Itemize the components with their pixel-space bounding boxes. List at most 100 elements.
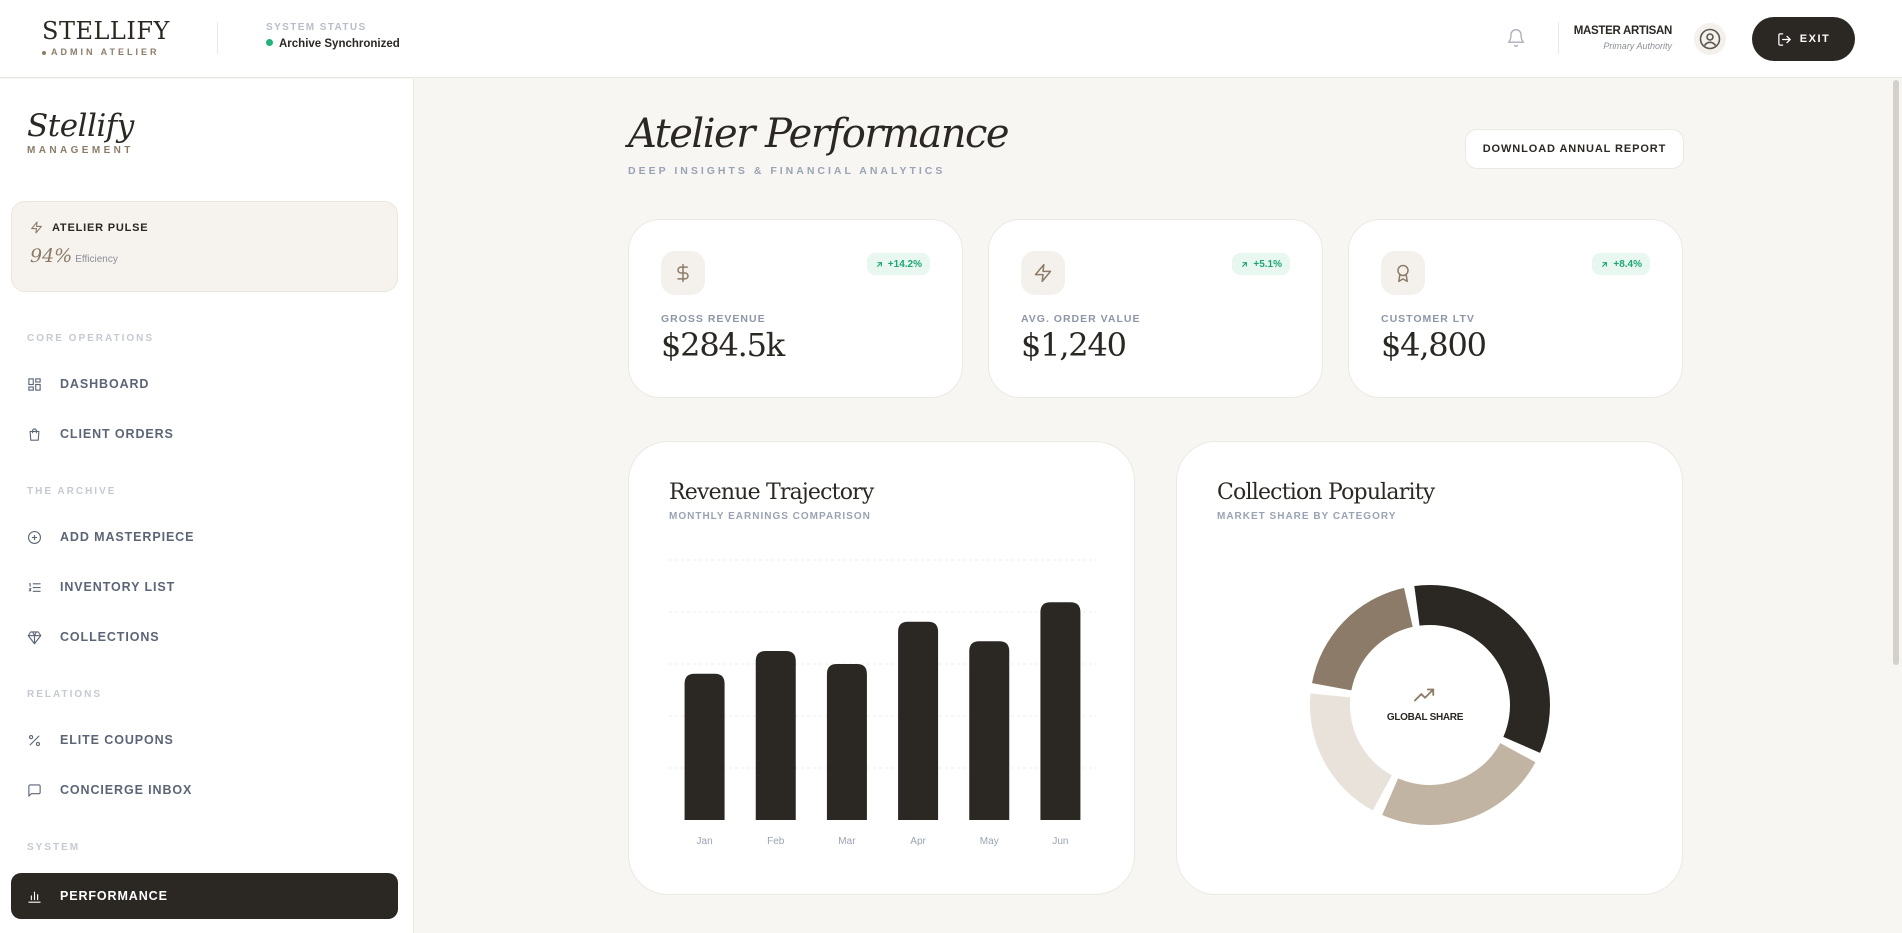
kpi-value: $1,240: [1021, 326, 1127, 364]
donut-slice-2[interactable]: [1310, 693, 1392, 811]
arrow-up-right-icon: [876, 261, 882, 267]
list-icon: [28, 582, 41, 592]
sidebar-item-label: CONCIERGE INBOX: [60, 783, 193, 797]
kpi-label: AVG. ORDER VALUE: [1021, 313, 1141, 325]
bell-icon[interactable]: [1506, 28, 1526, 48]
bar-jan[interactable]: [684, 673, 725, 820]
sidebar-item-concierge-inbox[interactable]: CONCIERGE INBOX: [11, 767, 398, 813]
download-annual-report-button[interactable]: DOWNLOAD ANNUAL REPORT: [1465, 129, 1684, 169]
panel-subtitle: MONTHLY EARNINGS COMPARISON: [669, 511, 871, 522]
sidebar-item-client-orders[interactable]: CLIENT ORDERS: [11, 411, 398, 457]
sidebar-item-inventory-list[interactable]: INVENTORY LIST: [11, 564, 398, 610]
donut-slice-1[interactable]: [1382, 743, 1536, 825]
brand-subtitle: ADMIN ATELIER: [42, 47, 170, 57]
bar-chart-icon: [28, 891, 41, 903]
kpi-value: $284.5k: [661, 326, 785, 364]
kpi-card-avg-order-value: +5.1% AVG. ORDER VALUE $1,240: [988, 219, 1323, 398]
kpi-label: CUSTOMER LTV: [1381, 313, 1475, 325]
kpi-change-badge: +8.4%: [1592, 253, 1650, 275]
percent-icon: [28, 734, 41, 746]
donut-slice-3[interactable]: [1312, 587, 1413, 691]
donut-center-label: GLOBAL SHARE: [1386, 712, 1464, 723]
message-icon: [28, 783, 41, 797]
exit-label: EXIT: [1799, 33, 1831, 45]
sidebar-item-label: PERFORMANCE: [60, 889, 168, 903]
user-info[interactable]: MASTER ARTISAN Primary Authority: [1573, 25, 1673, 51]
section-label-core-operations: CORE OPERATIONS: [27, 333, 155, 344]
award-icon: [1381, 251, 1425, 295]
brand-dot-icon: [42, 50, 46, 55]
collection-popularity-panel: Collection Popularity MARKET SHARE BY CA…: [1176, 441, 1683, 895]
bar-may[interactable]: [969, 641, 1010, 820]
kpi-card-gross-revenue: +14.2% GROSS REVENUE $284.5k: [628, 219, 963, 398]
sidebar-item-performance[interactable]: PERFORMANCE: [11, 873, 398, 919]
pulse-percentage: 94%: [30, 245, 73, 267]
status-label: SYSTEM STATUS: [266, 22, 367, 33]
bar-mar[interactable]: [826, 664, 867, 820]
plus-circle-icon: [28, 530, 41, 544]
section-label-the-archive: THE ARCHIVE: [27, 486, 117, 497]
gem-icon: [27, 630, 42, 644]
user-role: Primary Authority: [1603, 41, 1672, 51]
user-name: MASTER ARTISAN: [1573, 25, 1673, 37]
sidebar-brand: Stellify MANAGEMENT: [27, 109, 134, 156]
arrow-up-right-icon: [1242, 261, 1248, 267]
header-brand[interactable]: STELLIFY ADMIN ATELIER: [42, 18, 170, 57]
user-circle-icon[interactable]: [1694, 23, 1726, 55]
sidebar-item-elite-coupons[interactable]: ELITE COUPONS: [11, 717, 398, 763]
pulse-caption: Efficiency: [75, 254, 118, 265]
donut-slice-0[interactable]: [1414, 585, 1550, 753]
x-tick-label: Apr: [910, 836, 926, 847]
brand-name: STELLIFY: [42, 17, 170, 45]
top-bar: STELLIFY ADMIN ATELIER SYSTEM STATUS Arc…: [0, 0, 1902, 78]
kpi-label: GROSS REVENUE: [661, 313, 766, 325]
bolt-icon: [31, 221, 42, 234]
revenue-trajectory-panel: Revenue Trajectory MONTHLY EARNINGS COMP…: [628, 441, 1135, 895]
x-tick-label: Feb: [767, 836, 785, 847]
section-label-system: SYSTEM: [27, 842, 81, 853]
sidebar-item-add-masterpiece[interactable]: ADD MASTERPIECE: [11, 514, 398, 560]
kpi-change-badge: +5.1%: [1232, 253, 1290, 275]
revenue-bar-chart: Jan Feb Mar Apr May Jun: [669, 559, 1096, 847]
system-status: SYSTEM STATUS Archive Synchronized: [266, 22, 400, 50]
kpi-card-customer-ltv: +8.4% CUSTOMER LTV $4,800: [1348, 219, 1683, 398]
arrow-up-right-icon: [1602, 261, 1608, 267]
sidebar-item-label: COLLECTIONS: [60, 630, 160, 644]
panel-title: Revenue Trajectory: [669, 480, 874, 505]
sidebar-item-collections[interactable]: COLLECTIONS: [11, 614, 398, 660]
sidebar-brand-name: Stellify: [27, 108, 134, 144]
sidebar-item-label: DASHBOARD: [60, 377, 150, 391]
bar-feb[interactable]: [755, 651, 796, 820]
donut-center: GLOBAL SHARE: [1355, 687, 1495, 723]
exit-button[interactable]: EXIT: [1752, 17, 1855, 61]
logout-icon: [1778, 32, 1791, 46]
sidebar-brand-subtitle: MANAGEMENT: [27, 145, 134, 156]
sidebar: Stellify MANAGEMENT ATELIER PULSE 94% Eff…: [0, 79, 414, 933]
sidebar-item-label: ELITE COUPONS: [60, 733, 174, 747]
sidebar-item-dashboard[interactable]: DASHBOARD: [11, 361, 398, 407]
sidebar-item-label: ADD MASTERPIECE: [60, 530, 195, 544]
trending-up-icon: [1414, 688, 1435, 702]
kpi-value: $4,800: [1381, 326, 1487, 364]
x-tick-label: Mar: [838, 836, 856, 847]
x-tick-label: Jun: [1052, 836, 1068, 847]
atelier-pulse-card: ATELIER PULSE 94% Efficiency: [11, 201, 398, 292]
section-label-relations: RELATIONS: [27, 689, 103, 700]
header-divider: [1558, 22, 1559, 54]
pulse-title: ATELIER PULSE: [30, 221, 148, 234]
bar-apr[interactable]: [898, 621, 939, 820]
panel-title: Collection Popularity: [1217, 480, 1435, 505]
page-scrollbar[interactable]: [1893, 80, 1899, 665]
grid-icon: [28, 377, 41, 391]
bar-jun[interactable]: [1040, 602, 1081, 820]
bolt-icon: [1021, 251, 1065, 295]
dollar-icon: [661, 251, 705, 295]
sidebar-item-label: INVENTORY LIST: [60, 580, 176, 594]
bag-icon: [29, 427, 40, 441]
panel-subtitle: MARKET SHARE BY CATEGORY: [1217, 511, 1397, 522]
page-title: Atelier Performance: [628, 111, 1010, 157]
status-dot-icon: [266, 39, 273, 47]
sidebar-item-label: CLIENT ORDERS: [60, 427, 174, 441]
kpi-change-badge: +14.2%: [866, 253, 930, 275]
page-subtitle: DEEP INSIGHTS & FINANCIAL ANALYTICS: [628, 165, 946, 177]
